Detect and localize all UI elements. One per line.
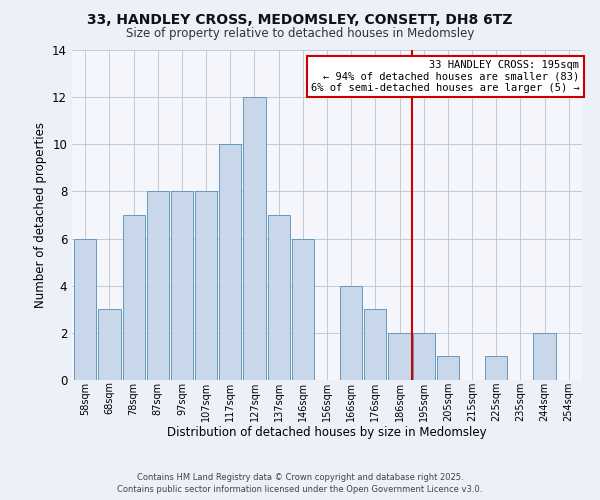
Bar bbox=[122, 215, 145, 380]
Bar bbox=[485, 356, 508, 380]
Bar bbox=[74, 238, 97, 380]
Text: 33 HANDLEY CROSS: 195sqm
← 94% of detached houses are smaller (83)
6% of semi-de: 33 HANDLEY CROSS: 195sqm ← 94% of detach… bbox=[311, 60, 580, 93]
Text: 33, HANDLEY CROSS, MEDOMSLEY, CONSETT, DH8 6TZ: 33, HANDLEY CROSS, MEDOMSLEY, CONSETT, D… bbox=[87, 12, 513, 26]
Bar bbox=[244, 97, 266, 380]
Bar bbox=[219, 144, 241, 380]
Bar bbox=[388, 333, 410, 380]
Bar bbox=[146, 192, 169, 380]
Bar bbox=[171, 192, 193, 380]
Bar bbox=[340, 286, 362, 380]
Bar bbox=[437, 356, 459, 380]
Bar bbox=[195, 192, 217, 380]
Bar bbox=[268, 215, 290, 380]
Text: Contains HM Land Registry data © Crown copyright and database right 2025.
Contai: Contains HM Land Registry data © Crown c… bbox=[118, 472, 482, 494]
Bar bbox=[364, 310, 386, 380]
Text: Size of property relative to detached houses in Medomsley: Size of property relative to detached ho… bbox=[126, 28, 474, 40]
Bar bbox=[98, 310, 121, 380]
Bar bbox=[533, 333, 556, 380]
Y-axis label: Number of detached properties: Number of detached properties bbox=[34, 122, 47, 308]
Bar bbox=[292, 238, 314, 380]
Bar bbox=[413, 333, 435, 380]
X-axis label: Distribution of detached houses by size in Medomsley: Distribution of detached houses by size … bbox=[167, 426, 487, 440]
